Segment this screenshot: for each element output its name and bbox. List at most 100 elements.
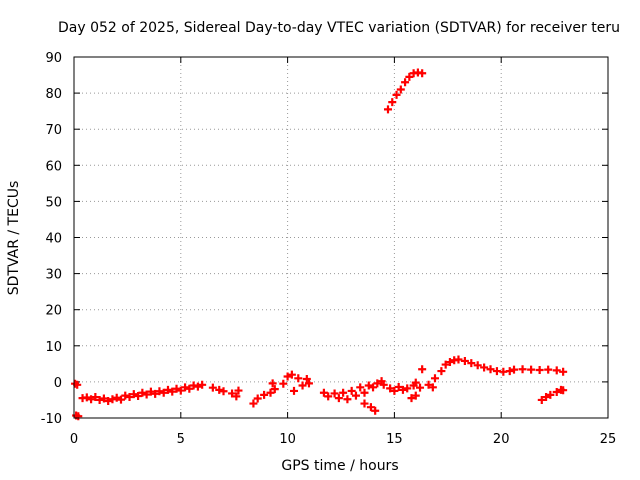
data-point [319,388,328,397]
data-point [330,389,339,398]
data-point [552,366,561,375]
data-point [454,355,463,364]
data-point [510,365,519,374]
data-point [364,381,373,390]
tick-labels: 0 5 10 15 20 25 -10 0 10 20 30 40 50 60 70 80 90 [41,51,617,447]
data-point [73,380,82,389]
y-tick-label: 70 [45,123,62,138]
data-point [168,387,177,396]
data-point [198,380,207,389]
data-point [360,399,369,408]
data-point [253,394,262,403]
data-point [129,390,138,399]
grid-lines [74,57,608,418]
data-point [215,385,224,394]
y-tick-label: -10 [41,412,62,427]
data-point [430,374,439,383]
data-point [339,388,348,397]
data-point [392,90,401,99]
data-point [116,395,125,404]
data-point [142,390,151,399]
data-point [234,386,243,395]
data-points [71,68,568,421]
y-tick-label: 40 [45,232,62,247]
data-point [527,365,536,374]
data-point [108,395,117,404]
data-point [283,372,292,381]
data-point [155,387,164,396]
data-point [151,389,160,398]
y-tick-label: 50 [45,195,62,210]
data-point [134,391,143,400]
data-point [505,367,514,376]
data-point [351,391,360,400]
data-point [334,394,343,403]
data-point [388,98,397,107]
y-tick-label: 90 [45,51,62,66]
chart-title: Day 052 of 2025, Sidereal Day-to-day VTE… [58,20,620,36]
y-tick-label: 80 [45,87,62,102]
x-tick-label: 15 [386,432,403,447]
data-point [486,365,495,374]
data-point [181,383,190,392]
data-point [418,69,427,78]
data-point [324,392,333,401]
data-point [163,385,172,394]
data-point [266,388,275,397]
data-point [193,382,202,391]
data-point [390,386,399,395]
data-point [544,365,553,374]
data-point [559,386,568,395]
data-point [418,365,427,374]
data-point [298,381,307,390]
data-point [437,367,446,376]
y-axis-label: SDTVAR / TECUs [6,181,22,296]
data-point [159,388,168,397]
data-point [219,387,228,396]
data-point [379,380,388,389]
data-point [232,392,241,401]
y-tick-label: 0 [54,376,62,391]
data-point [403,384,412,393]
data-point [260,390,269,399]
x-tick-label: 5 [177,432,185,447]
data-point [208,383,217,392]
data-point [302,375,311,384]
data-point [407,394,416,403]
x-axis-label: GPS time / hours [281,458,398,474]
x-tick-label: 0 [70,432,78,447]
data-point [460,356,469,365]
data-point [535,365,544,374]
data-point [249,399,258,408]
data-point [467,359,476,368]
y-tick-label: 20 [45,304,62,319]
x-tick-label: 20 [493,432,510,447]
data-point [112,393,121,402]
data-point [279,379,288,388]
data-point [121,391,130,400]
data-point [396,85,405,94]
data-point [125,393,134,402]
x-tick-label: 25 [600,432,617,447]
data-point [473,361,482,370]
data-point [146,387,155,396]
data-point [537,395,546,404]
data-point [290,386,299,395]
data-point [405,72,414,81]
data-point [104,397,113,406]
data-point [373,379,382,388]
data-point [176,386,185,395]
data-point [445,358,454,367]
data-point [172,384,181,393]
data-point [91,393,100,402]
data-point [369,383,378,392]
data-point [559,367,568,376]
y-tick-label: 10 [45,340,62,355]
data-point [428,383,437,392]
data-point [87,395,96,404]
data-point [343,395,352,404]
data-point [228,389,237,398]
data-point [294,374,303,383]
data-point [424,380,433,389]
data-point [347,386,356,395]
